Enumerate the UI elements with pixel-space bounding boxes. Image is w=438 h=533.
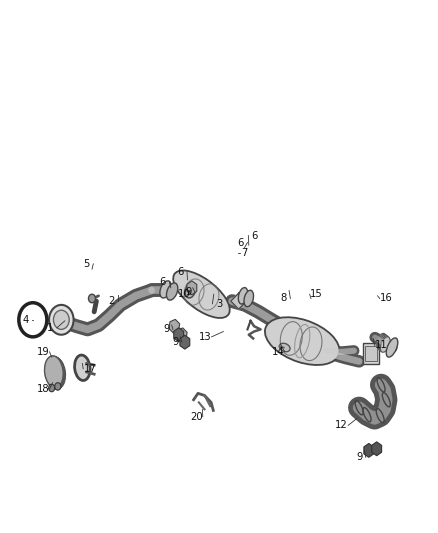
Ellipse shape bbox=[378, 335, 388, 351]
Bar bbox=[363, 343, 379, 364]
Text: 5: 5 bbox=[84, 259, 90, 269]
Text: 6: 6 bbox=[160, 278, 166, 287]
Text: 9: 9 bbox=[163, 325, 170, 334]
Ellipse shape bbox=[244, 290, 254, 306]
Text: 17: 17 bbox=[83, 364, 96, 374]
Text: 6: 6 bbox=[238, 238, 244, 247]
Ellipse shape bbox=[47, 357, 65, 389]
Ellipse shape bbox=[45, 356, 64, 388]
Text: 13: 13 bbox=[199, 332, 211, 342]
Text: 12: 12 bbox=[335, 421, 348, 430]
Text: 11: 11 bbox=[374, 341, 388, 350]
Ellipse shape bbox=[376, 333, 386, 349]
Text: 3: 3 bbox=[216, 299, 222, 309]
Text: 19: 19 bbox=[36, 347, 49, 357]
Ellipse shape bbox=[377, 334, 387, 350]
Text: 10: 10 bbox=[178, 289, 190, 299]
Ellipse shape bbox=[166, 283, 178, 300]
Bar bbox=[365, 346, 377, 361]
Ellipse shape bbox=[46, 357, 64, 388]
Ellipse shape bbox=[173, 270, 230, 318]
Polygon shape bbox=[231, 293, 247, 309]
Ellipse shape bbox=[46, 357, 65, 389]
Circle shape bbox=[53, 310, 69, 329]
Ellipse shape bbox=[185, 283, 196, 298]
Text: 4: 4 bbox=[22, 315, 28, 325]
Text: 9: 9 bbox=[185, 287, 191, 297]
Ellipse shape bbox=[379, 336, 389, 351]
Text: 9: 9 bbox=[356, 453, 362, 462]
Ellipse shape bbox=[265, 317, 339, 365]
Circle shape bbox=[49, 384, 55, 392]
Text: 15: 15 bbox=[310, 289, 323, 299]
Ellipse shape bbox=[74, 355, 90, 381]
Text: 1: 1 bbox=[47, 323, 53, 333]
Text: 6: 6 bbox=[177, 267, 184, 277]
Text: 6: 6 bbox=[252, 231, 258, 240]
Text: 7: 7 bbox=[241, 248, 247, 258]
Ellipse shape bbox=[386, 338, 398, 357]
Ellipse shape bbox=[46, 357, 64, 389]
Text: 9: 9 bbox=[172, 337, 178, 347]
Ellipse shape bbox=[380, 337, 390, 352]
Text: 14: 14 bbox=[272, 347, 284, 357]
Text: 8: 8 bbox=[281, 294, 287, 303]
Text: 2: 2 bbox=[109, 296, 115, 306]
Circle shape bbox=[49, 305, 74, 335]
Text: 18: 18 bbox=[37, 384, 49, 394]
Ellipse shape bbox=[45, 356, 63, 387]
Ellipse shape bbox=[160, 281, 171, 298]
Text: 16: 16 bbox=[380, 294, 393, 303]
Circle shape bbox=[55, 383, 61, 390]
Circle shape bbox=[88, 294, 95, 303]
Ellipse shape bbox=[279, 343, 290, 352]
Text: 20: 20 bbox=[190, 412, 202, 422]
Ellipse shape bbox=[238, 288, 248, 304]
